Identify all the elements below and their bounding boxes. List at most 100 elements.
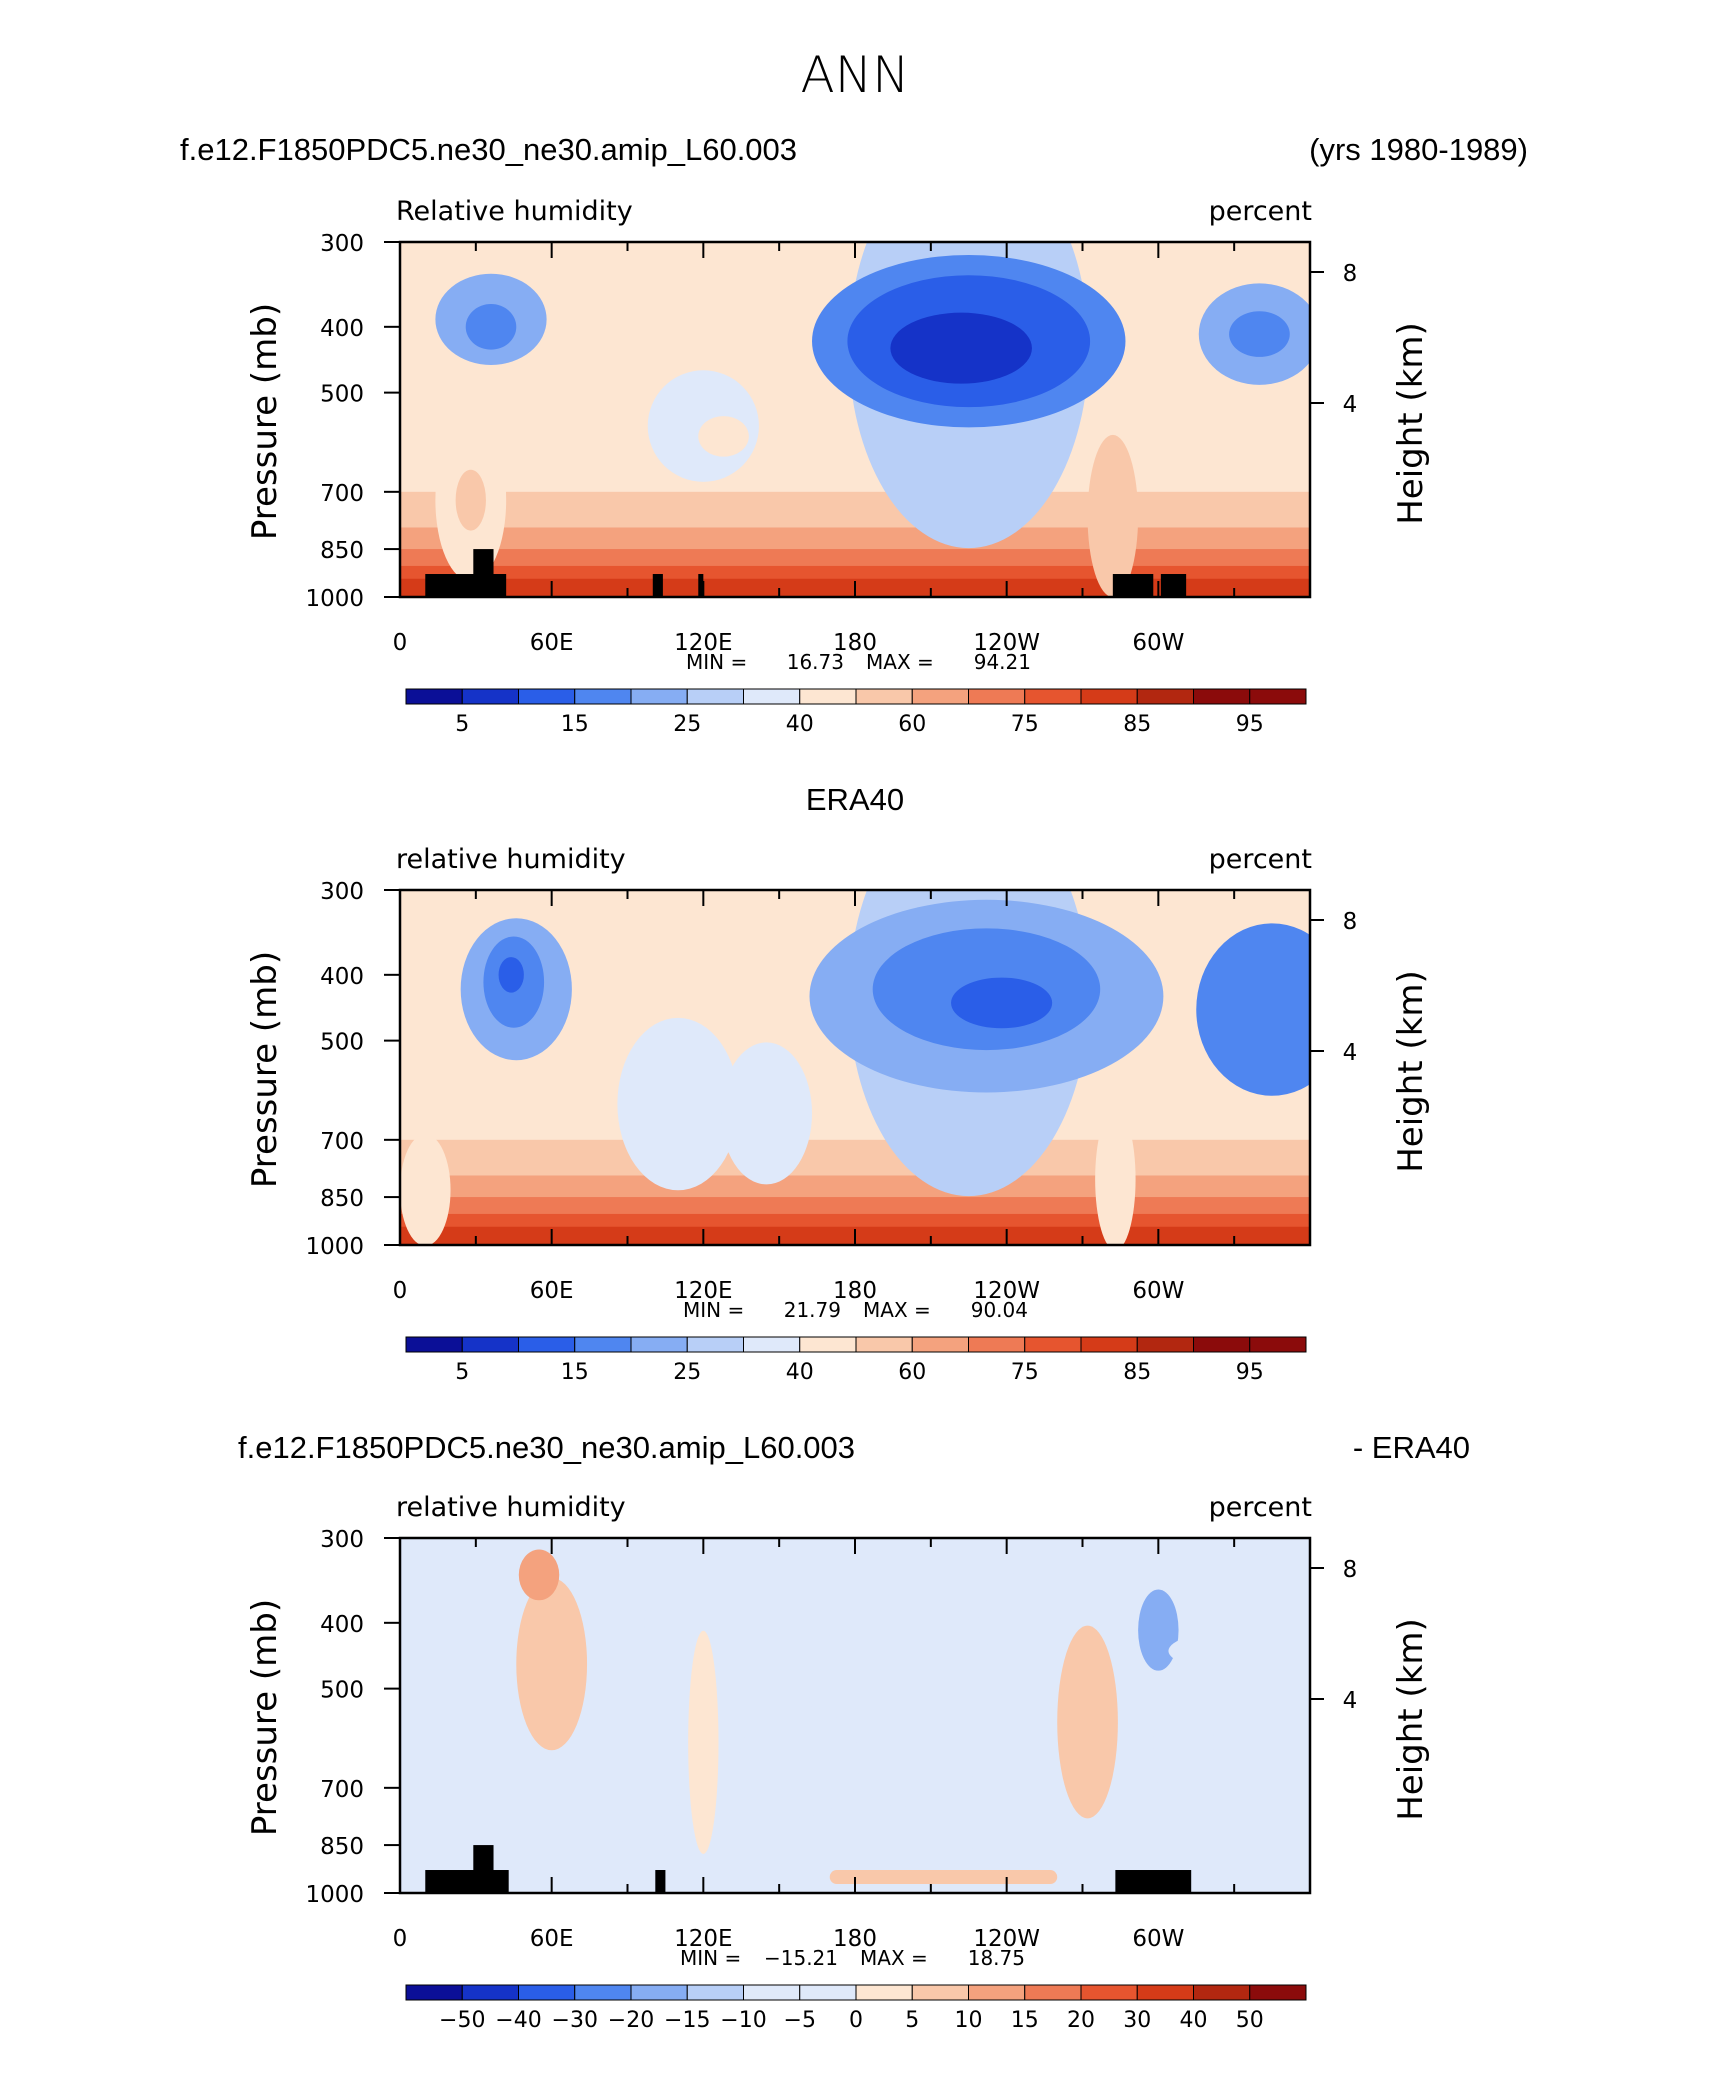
colorbar-label: 85 (1123, 712, 1151, 737)
colorbar-box (630, 688, 688, 705)
colorbar-box (461, 688, 519, 705)
colorbar-label: 15 (561, 712, 589, 737)
contour-blob (455, 469, 486, 531)
case-title: f.e12.F1850PDC5.ne30_ne30.amip_L60.003 (238, 1430, 855, 1465)
contour-blob (589, 1719, 691, 1822)
topography-block (698, 574, 704, 597)
x-tick-label: 60E (530, 630, 574, 656)
y-tick-label: 400 (320, 1612, 364, 1638)
y-axis-title: Pressure (mb) (245, 1599, 285, 1836)
min-value: 16.73 (787, 650, 844, 674)
y-tick-label: 850 (320, 1186, 364, 1212)
colorbar-label: −50 (439, 2008, 485, 2033)
colorbar-box (630, 1336, 688, 1353)
topography-block (1112, 574, 1154, 597)
contour-blob (738, 1705, 861, 1818)
colorbar-box (461, 1336, 519, 1353)
y-axis-left: 300 400 500 700 850 1000 Pressure (mb) (245, 231, 400, 612)
colorbar-box (1024, 688, 1082, 705)
x-tick-label: 120E (674, 1926, 732, 1952)
y-right-tick-label: 4 (1343, 1040, 1358, 1066)
colorbar-box (1249, 1984, 1307, 2001)
colorbar-box (1193, 1336, 1251, 1353)
y-axis-left: 300 400 500 700 850 1000 Pressure (mb) (245, 879, 400, 1260)
contour-blob (516, 1577, 588, 1751)
colorbar-box (1249, 688, 1307, 705)
colorbar-box (1080, 1336, 1138, 1353)
topography-block (473, 1845, 494, 1893)
topography-block (425, 1870, 509, 1893)
max-label: MAX = (863, 1298, 931, 1322)
colorbar-label: 85 (1123, 1360, 1151, 1385)
right-subtitle: percent (1209, 196, 1312, 227)
contour-blob (518, 1549, 560, 1601)
colorbar-box (574, 1336, 632, 1353)
colorbar-label: 40 (1180, 2008, 1208, 2033)
difference-region (400, 1538, 531, 1792)
y-axis-title: Pressure (mb) (245, 303, 285, 540)
contour-blob (721, 1042, 813, 1185)
left-subtitle: relative humidity (396, 844, 626, 875)
topography-block (652, 574, 663, 597)
colorbar-box (911, 1336, 969, 1353)
colorbar-label: 10 (955, 2008, 983, 2033)
colorbar-box (686, 1336, 744, 1353)
chart-panel-1: f.e12.F1850PDC5.ne30_ne30.amip_L60.003 (y… (180, 132, 1528, 737)
colorbar-box (1136, 1984, 1194, 2001)
contour-field (400, 1538, 1310, 1893)
case-title: ERA40 (806, 782, 904, 817)
case-suffix: - ERA40 (1353, 1430, 1470, 1465)
colorbar-box (518, 1984, 576, 2001)
y-right-tick-label: 8 (1343, 261, 1358, 287)
topography-block (1160, 574, 1187, 597)
contour-blob (951, 977, 1053, 1029)
colorbar-box (968, 1336, 1026, 1353)
min-label: MIN = (686, 650, 747, 674)
y-tick-label: 700 (320, 481, 364, 507)
y-right-axis-title: Height (km) (1391, 322, 1431, 525)
colorbar-box (1080, 688, 1138, 705)
contour-blob (1196, 923, 1310, 1096)
x-tick-label: 180 (833, 630, 877, 656)
y-axis-title: Pressure (mb) (245, 951, 285, 1188)
colorbar-box (630, 1984, 688, 2001)
colorbar-label: 5 (455, 1360, 469, 1385)
contour-blob (698, 416, 749, 457)
x-tick-label: 60E (530, 1278, 574, 1304)
colorbar-label: −40 (495, 2008, 541, 2033)
y-right-tick-label: 8 (1343, 909, 1358, 935)
max-value: 94.21 (974, 650, 1031, 674)
contour-blob (890, 312, 1032, 384)
colorbar-box (911, 688, 969, 705)
x-tick-label: 60W (1132, 1278, 1184, 1304)
colorbar-box (855, 1336, 913, 1353)
colorbar-box (968, 1984, 1026, 2001)
colorbar-label: −15 (664, 2008, 710, 2033)
colorbar-box (1136, 688, 1194, 705)
y-tick-label: 1000 (305, 1234, 364, 1260)
y-tick-label: 1000 (305, 1882, 364, 1908)
colorbar-box (405, 1984, 463, 2001)
y-right-tick-label: 8 (1343, 1557, 1358, 1583)
colorbar-label: 40 (786, 712, 814, 737)
min-value: 21.79 (784, 1298, 841, 1322)
y-tick-label: 1000 (305, 586, 364, 612)
colorbar-box (518, 1336, 576, 1353)
colorbar-box (799, 688, 857, 705)
x-tick-label: 60W (1132, 630, 1184, 656)
min-value: −15.21 (764, 1946, 838, 1970)
x-axis: 0 60E 120E 180 120W 60W (393, 242, 1311, 656)
max-value: 18.75 (968, 1946, 1025, 1970)
minmax-annotation: MIN = −15.21 MAX = 18.75 (680, 1946, 1025, 1970)
max-value: 90.04 (971, 1298, 1028, 1322)
colorbar-box (968, 688, 1026, 705)
colorbar-label: 0 (849, 2008, 863, 2033)
contour-blob (1138, 1589, 1179, 1671)
topography-block (425, 574, 507, 597)
x-tick-label: 120E (674, 630, 732, 656)
x-tick-label: 0 (393, 1278, 408, 1304)
colorbar-box (461, 1984, 519, 2001)
x-tick-label: 120W (973, 1926, 1040, 1952)
contour-blob (688, 1630, 719, 1854)
